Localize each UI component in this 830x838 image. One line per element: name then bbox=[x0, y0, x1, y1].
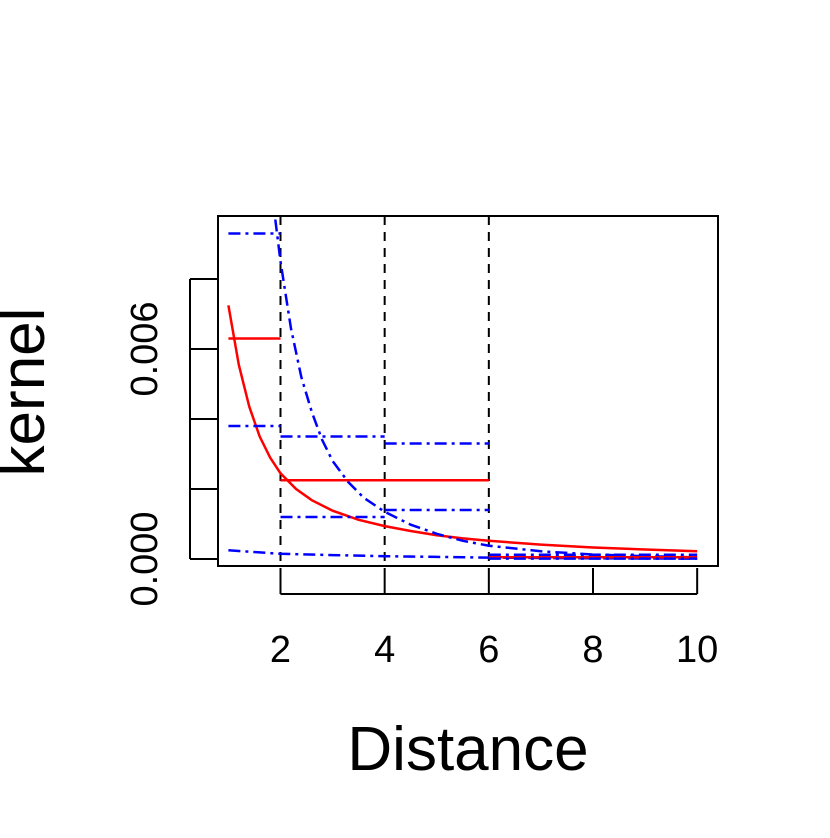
x-tick-label-10: 10 bbox=[676, 629, 718, 671]
x-axis-label: Distance bbox=[347, 715, 588, 784]
x-tick-label-2: 2 bbox=[270, 629, 291, 671]
plot-frame bbox=[217, 215, 719, 567]
series-0-curve bbox=[227, 305, 698, 553]
series-1-curve bbox=[274, 219, 698, 559]
y-tick-label-3: 0.006 bbox=[124, 301, 166, 396]
y-axis-label: kernel bbox=[0, 308, 58, 477]
y-axis: 0.000 0.006 bbox=[124, 278, 218, 607]
x-tick-label-6: 6 bbox=[478, 629, 499, 671]
x-axis: 2 4 6 8 10 bbox=[270, 568, 718, 671]
series-2-curve bbox=[228, 549, 698, 560]
y-tick-label-0: 0.000 bbox=[124, 511, 166, 606]
data-layer bbox=[227, 216, 698, 566]
x-tick-label-4: 4 bbox=[374, 629, 395, 671]
x-tick-label-8: 8 bbox=[582, 629, 603, 671]
